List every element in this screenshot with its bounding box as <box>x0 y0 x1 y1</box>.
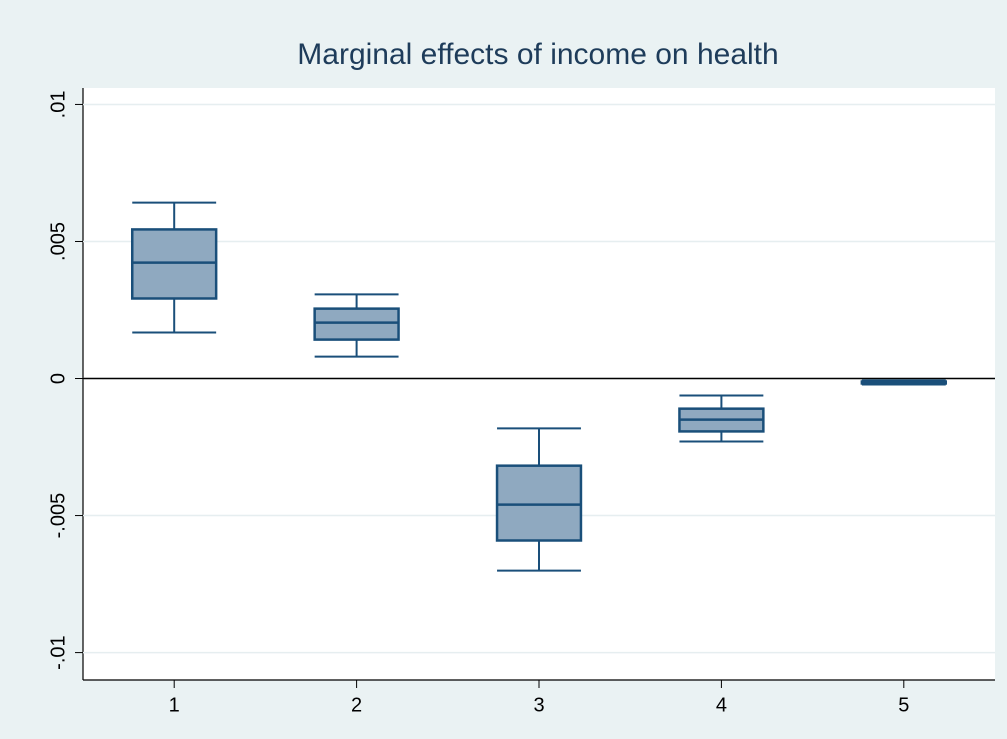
box <box>130 228 218 300</box>
box <box>313 307 400 341</box>
x-tick-label: 4 <box>716 694 727 716</box>
y-tick-label: .005 <box>47 222 69 261</box>
x-tick-label: 3 <box>533 694 544 716</box>
x-tick-label: 1 <box>169 694 180 716</box>
x-tick-label: 2 <box>351 694 362 716</box>
box <box>495 464 583 542</box>
y-tick-label: .01 <box>47 91 69 119</box>
y-tick-label: -.01 <box>47 635 69 669</box>
chart-title: Marginal effects of income on health <box>297 38 778 71</box>
y-tick-label: 0 <box>47 373 69 384</box>
y-tick-label: -.005 <box>47 493 69 539</box>
x-tick-label: 5 <box>898 694 909 716</box>
plot-area <box>83 88 995 680</box>
